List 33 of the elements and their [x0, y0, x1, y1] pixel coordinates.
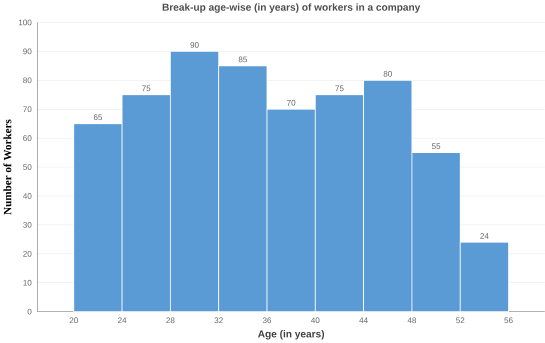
- data-label: 75: [335, 86, 344, 92]
- y-tick-label: 70: [23, 106, 32, 112]
- x-tick-label: 24: [118, 317, 126, 324]
- data-label: 85: [238, 56, 247, 62]
- y-tick-label: 40: [22, 193, 32, 199]
- data-label: 75: [142, 86, 150, 92]
- x-tick-label: 32: [214, 317, 223, 324]
- y-tick-label: 80: [23, 77, 32, 84]
- x-axis-title: Age (in years): [258, 330, 324, 340]
- data-label: 24: [480, 233, 489, 239]
- x-tick-label: 52: [456, 317, 464, 324]
- chart-title: Break-up age-wise (in years) of workers in a company: [162, 3, 420, 13]
- y-tick-label: 100: [18, 20, 32, 26]
- data-label: 70: [287, 100, 296, 106]
- y-tick-label: 50: [23, 164, 32, 170]
- y-tick-label: 30: [23, 222, 32, 228]
- x-tick-label: 36: [262, 317, 272, 324]
- y-tick-label: 10: [23, 280, 32, 286]
- x-tick-label: 48: [408, 317, 416, 324]
- data-label: 65: [94, 114, 102, 120]
- y-axis-title: Number of Workers: [3, 120, 12, 215]
- y-tick-label: 20: [23, 251, 32, 257]
- y-tick-label: 0: [28, 308, 32, 315]
- x-tick-label: 44: [359, 317, 368, 324]
- data-label: 55: [432, 143, 440, 150]
- data-label: 90: [190, 42, 199, 48]
- x-tick-label: 28: [166, 317, 175, 324]
- x-tick-label: 20: [70, 317, 78, 324]
- y-tick-label: 60: [23, 135, 32, 142]
- data-label: 80: [384, 71, 392, 77]
- y-tick-label: 90: [23, 48, 32, 54]
- x-tick-label: 56: [504, 317, 513, 324]
- x-tick-label: 40: [311, 317, 320, 324]
